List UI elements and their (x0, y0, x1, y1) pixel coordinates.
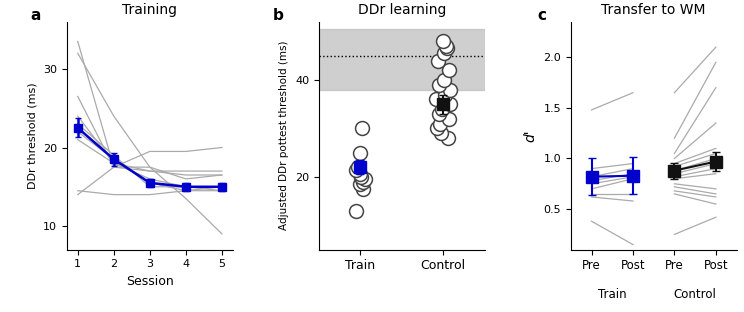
Y-axis label: Adjusted DDr pottest threshold (ms): Adjusted DDr pottest threshold (ms) (280, 41, 289, 231)
Title: Training: Training (122, 2, 177, 17)
Text: a: a (31, 8, 41, 23)
Title: DDr learning: DDr learning (358, 2, 446, 17)
Text: Control: Control (673, 289, 716, 301)
Y-axis label: DDr threshold (ms): DDr threshold (ms) (28, 82, 37, 189)
Bar (319, 29, 484, 90)
Y-axis label: d': d' (524, 129, 538, 142)
X-axis label: Session: Session (126, 275, 173, 288)
Title: Transfer to WM: Transfer to WM (601, 2, 706, 17)
Text: c: c (538, 8, 547, 23)
Text: Train: Train (598, 289, 626, 301)
Text: b: b (272, 8, 283, 23)
